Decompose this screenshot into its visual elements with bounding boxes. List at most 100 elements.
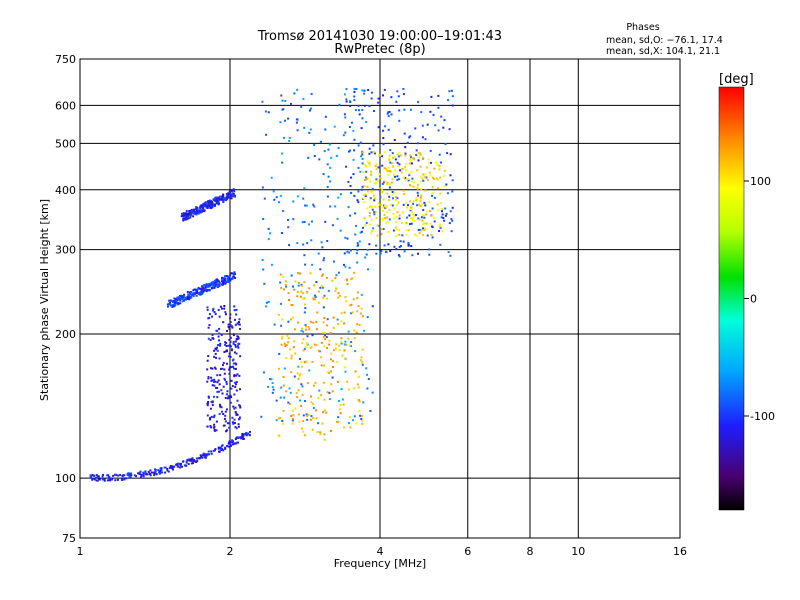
data-point [446,192,449,195]
data-point [355,252,358,255]
data-point [133,474,136,477]
data-point [375,168,378,170]
data-point [225,281,228,284]
data-point [361,185,364,188]
data-point [398,155,400,158]
data-point [235,363,238,366]
data-point [226,429,228,432]
data-point [356,310,359,313]
data-point [189,292,192,295]
data-point [153,474,156,477]
data-point [348,251,350,254]
data-point [234,437,237,440]
data-point [219,305,222,308]
data-point [394,169,397,172]
data-point [273,323,276,326]
data-point [203,456,206,459]
data-point [388,218,391,221]
data-point [222,364,224,367]
data-point [308,369,311,372]
data-point [373,199,376,202]
data-point [443,169,446,172]
data-point [204,203,207,206]
data-point [340,312,343,315]
data-point [177,298,180,301]
data-point [282,422,285,425]
data-point [279,194,282,197]
x-tick-label: 2 [227,545,234,558]
data-point [177,303,180,306]
data-point [441,213,444,216]
data-point [270,378,273,381]
data-point [344,236,347,239]
data-point [357,399,360,401]
data-point [429,161,432,164]
data-point [185,461,188,464]
data-point [412,213,415,216]
data-point [422,173,425,176]
data-point [421,203,424,206]
data-point [388,158,391,161]
data-point [398,229,400,232]
data-point [207,355,210,358]
data-point [179,302,182,305]
data-point [379,154,382,157]
data-point [233,190,236,193]
data-point [445,183,448,186]
data-point [232,365,234,368]
data-point [309,320,312,323]
data-point [98,478,100,481]
data-point [328,143,331,146]
data-point [230,366,233,369]
data-point [328,398,331,401]
data-point [447,251,450,254]
data-point [418,218,421,221]
data-point [220,333,223,336]
data-point [249,430,251,433]
data-point [176,296,179,299]
data-point [386,192,389,195]
data-point [153,472,156,475]
data-point [366,373,369,376]
data-point [215,284,218,287]
data-point [280,94,283,97]
data-point [386,221,389,224]
data-point [322,411,325,414]
data-point [175,300,178,303]
data-point [348,126,351,128]
colorbar [718,86,745,511]
data-point [214,449,216,452]
data-point [388,154,391,157]
data-point [391,166,394,168]
data-point [384,217,387,219]
data-point [214,352,217,355]
data-point [326,371,329,374]
data-point [238,321,240,323]
data-point [96,475,99,478]
data-point [399,240,402,243]
data-point [102,473,104,476]
data-point [232,192,235,195]
data-point [125,477,128,480]
data-point [297,282,300,285]
data-point [235,389,238,392]
data-point [192,212,195,215]
data-point [173,300,176,303]
data-point [417,159,420,162]
data-point [192,295,195,298]
data-point [264,110,267,113]
data-point [349,249,352,252]
data-point [428,171,431,174]
data-point [431,186,434,189]
data-point [216,381,219,384]
data-point [379,187,382,190]
data-point [348,416,351,419]
data-point [303,221,306,223]
data-point [378,225,381,228]
data-point [357,375,360,378]
data-point [312,407,315,409]
data-point [331,279,334,282]
data-point [353,337,356,340]
data-point [330,352,333,355]
data-point [361,363,364,366]
